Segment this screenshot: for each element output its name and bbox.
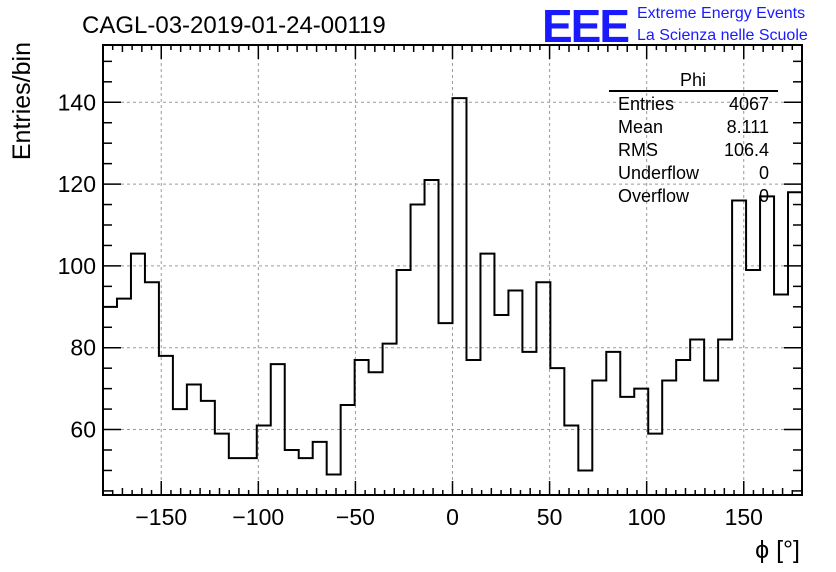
y-tick-labels: 60 80 100 120 140 [58, 89, 96, 442]
stats-row-value: 0 [759, 163, 769, 183]
chart-title: CAGL-03-2019-01-24-00119 [82, 12, 386, 39]
stats-box-rows: Entries 4067 Mean 8.111 RMS 106.4 Underflow 0 Ov… [618, 94, 769, 206]
x-axis-label: ϕ [°] [755, 536, 800, 564]
x-tick-label: −100 [232, 504, 284, 530]
x-tick-label: 0 [446, 504, 459, 530]
histogram-line [103, 97, 802, 476]
stats-row-value: 4067 [729, 94, 769, 114]
y-axis-label: Entries/bin [8, 42, 36, 160]
stats-row-value: 0 [759, 186, 769, 206]
stats-row-label: Overflow [618, 186, 690, 206]
y-tick-label: 100 [58, 253, 96, 279]
x-tick-label: 50 [537, 504, 563, 530]
stats-row-label: Mean [618, 117, 663, 137]
x-tick-label: 150 [725, 504, 763, 530]
stats-row-value: 8.111 [727, 117, 769, 137]
stats-row-value: 106.4 [724, 140, 769, 160]
stats-row-label: RMS [618, 140, 658, 160]
logo-line1: Extreme Energy Events [637, 5, 805, 22]
grid-lines [103, 45, 802, 495]
logo-mark: EEE [542, 0, 628, 52]
x-tick-label: 100 [627, 504, 665, 530]
stats-box: Phi Entries 4067 Mean 8.111 RMS 106.4 Underflo… [609, 70, 778, 206]
stats-row-label: Entries [618, 94, 674, 114]
y-tick-label: 60 [70, 417, 96, 443]
logo-line2: La Scienza nelle Scuole [637, 27, 808, 44]
stats-box-name: Phi [680, 70, 706, 90]
y-tick-label: 140 [58, 89, 96, 115]
x-tick-label: −150 [135, 504, 187, 530]
eee-logo: EEE Extreme Energy Events La Scienza nel… [542, 0, 808, 52]
y-tick-label: 80 [70, 335, 96, 361]
y-tick-label: 120 [58, 171, 96, 197]
plot-frame [102, 44, 803, 496]
stats-row-label: Underflow [618, 163, 700, 183]
x-tick-labels: −150 −100 −50 0 50 100 150 [135, 504, 763, 530]
x-tick-label: −50 [336, 504, 375, 530]
